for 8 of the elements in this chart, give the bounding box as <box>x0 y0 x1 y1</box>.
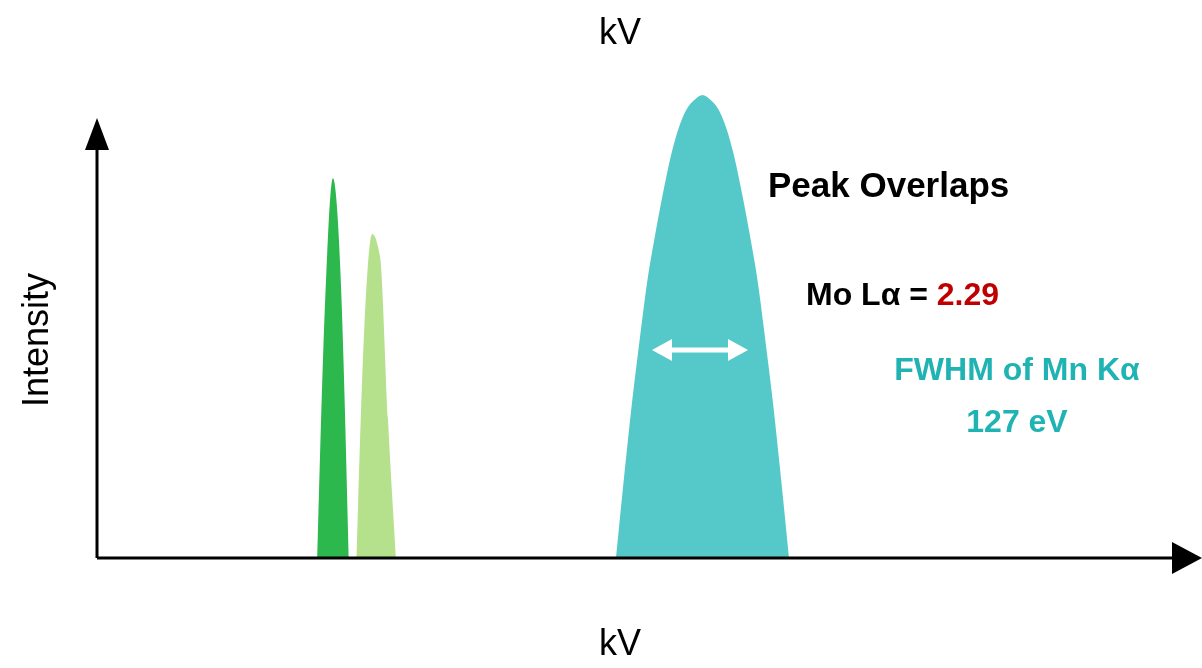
annotation: 127 eV <box>966 403 1069 439</box>
annotation: Peak Overlaps <box>768 165 1010 204</box>
annotation: Mo Lα = <box>806 276 937 312</box>
y-axis-title: Intensity <box>15 272 56 408</box>
x-axis-title: kV <box>598 622 642 663</box>
chart-title: kV <box>598 11 642 52</box>
annotation: 2.29 <box>936 276 1000 312</box>
annotation: FWHM of Mn Kα <box>894 351 1141 387</box>
